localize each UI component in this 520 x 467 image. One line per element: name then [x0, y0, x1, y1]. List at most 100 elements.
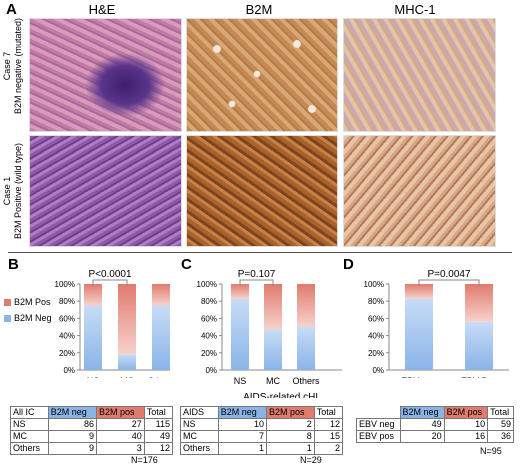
- chart-b-bar-group: [84, 284, 102, 370]
- column-header-mhc1: MHC-1: [394, 2, 436, 17]
- legend-neg-label: B2M Neg: [14, 313, 52, 323]
- table-b-row: MC 9 40 49: [10, 430, 174, 443]
- chart-c-ytick-label: 100%: [197, 280, 217, 289]
- table-c-cell: MC: [180, 430, 219, 443]
- table-d-header-cell: [356, 406, 401, 419]
- table-c-header-cell: B2M pos: [265, 406, 315, 419]
- chart-b-category-label: NS: [87, 376, 100, 378]
- table-b-cell: 49: [143, 430, 174, 443]
- chart-b-ytick-label: 20%: [59, 349, 75, 358]
- table-c-cell: NS: [180, 418, 219, 431]
- table-c-cell: 15: [313, 430, 344, 443]
- table-b-cell: Others: [10, 442, 49, 455]
- chart-c-bar-group: [264, 284, 282, 370]
- table-c-row: MC 7 8 15: [180, 430, 344, 443]
- table-c-cell: Others: [180, 442, 219, 455]
- chart-c-category-label: Others: [292, 376, 320, 386]
- table-b-cell: NS: [10, 418, 49, 431]
- table-c-row: Others 1 1 2: [180, 442, 344, 455]
- table-d-cell: 10: [443, 418, 489, 431]
- chart-b-ytick-label: 0%: [63, 366, 75, 375]
- chart-d-ytick-label: 20%: [368, 349, 384, 358]
- micrograph-case7-he: [29, 18, 182, 132]
- chart-c-bar-neg: [297, 327, 315, 370]
- chart-c-ytick-label: 80%: [201, 297, 217, 306]
- chart-c: 0% 20% 40% 60% 80% 100% NS MC Others P=0.107 AIDS-…: [197, 269, 342, 398]
- table-b-cell: MC: [10, 430, 49, 443]
- table-c-n: N=29: [300, 455, 322, 465]
- chart-b-pvalue-bracket: [92, 279, 128, 286]
- table-d-cell: EBV neg: [356, 418, 401, 431]
- chart-d-bar-neg: [405, 298, 433, 370]
- column-header-b2m: B2M: [245, 2, 273, 17]
- chart-c-bar-pos: [264, 284, 282, 330]
- table-b-cell: 115: [143, 418, 174, 431]
- table-d-header-cell: B2M neg: [399, 406, 445, 419]
- table-c: AIDS B2M neg B2M pos Total NS 10 2 12 MC 7 8 15 Othe…: [180, 406, 344, 455]
- table-c-cell: 10: [217, 418, 267, 431]
- chart-c-pvalue: P=0.107: [238, 269, 276, 280]
- table-c-header-cell: AIDS: [180, 406, 219, 419]
- row-label-case1-line1: Case 1: [2, 176, 12, 206]
- table-d: B2M neg B2M pos Total EBV neg 49 10 59 EBV pos 2…: [356, 406, 514, 443]
- table-d-n: N=95: [480, 446, 502, 456]
- table-b-cell: 9: [47, 442, 97, 455]
- table-d-cell: 16: [443, 430, 489, 443]
- table-b-cell: 12: [143, 442, 174, 455]
- table-c-cell: 2: [265, 418, 315, 431]
- chart-b-bar-neg: [118, 354, 136, 370]
- micrograph-case1-he: [29, 135, 182, 247]
- chart-c-title: AIDS-related cHL: [243, 392, 321, 398]
- chart-d-pvalue: P=0.0047: [427, 269, 471, 280]
- table-d-header-cell: B2M pos: [443, 406, 489, 419]
- chart-b: 0% 20% 40% 60% 80% 100% NS MC Others P<0.0001: [55, 269, 175, 378]
- table-c-header-cell: Total: [313, 406, 344, 419]
- legend-neg-swatch: [4, 315, 11, 323]
- legend-pos: B2M Pos: [4, 297, 51, 307]
- table-c-header-row: AIDS B2M neg B2M pos Total: [180, 406, 344, 419]
- table-c-cell: 7: [217, 430, 267, 443]
- chart-b-bar-pos: [84, 284, 102, 306]
- chart-d-ytick-label: 40%: [368, 332, 384, 341]
- table-b-cell: 86: [47, 418, 97, 431]
- table-d-header-row: B2M neg B2M pos Total: [356, 406, 514, 419]
- chart-d-ytick-label: 80%: [368, 297, 384, 306]
- table-d-header-cell: Total: [487, 406, 514, 419]
- table-b-row: NS 86 27 115: [10, 418, 174, 431]
- row-label-case7: Case 7 B2M negative (mutated): [2, 6, 24, 126]
- chart-c-ytick-label: 0%: [205, 366, 217, 375]
- chart-b-category-label: Others: [147, 376, 175, 378]
- table-b-header-row: All IC B2M neg B2M pos Total: [10, 406, 174, 419]
- table-d-row: EBV neg 49 10 59: [356, 418, 514, 431]
- chart-b-ytick-label: 100%: [55, 280, 75, 289]
- table-b-header-cell: Total: [143, 406, 174, 419]
- table-d-cell: 36: [487, 430, 514, 443]
- table-c-cell: 1: [265, 442, 315, 455]
- chart-b-bar-neg: [84, 305, 102, 370]
- chart-c-bar-neg: [231, 298, 249, 370]
- table-b-n: N=176: [131, 455, 158, 465]
- chart-d-category-label: EBV Pos: [461, 376, 498, 378]
- chart-b-bar-group: [118, 284, 136, 370]
- table-c-row: NS 10 2 12: [180, 418, 344, 431]
- table-b-header-cell: All IC: [10, 406, 49, 419]
- chart-c-bar-neg: [264, 329, 282, 370]
- legend-neg: B2M Neg: [4, 313, 52, 323]
- chart-b-ytick-label: 40%: [59, 332, 75, 341]
- table-d-cell: 20: [399, 430, 445, 443]
- chart-d-ytick-label: 0%: [372, 366, 384, 375]
- table-b: All IC B2M neg B2M pos Total NS 86 27 115 MC 9 40 4…: [10, 406, 174, 455]
- chart-d-bar-pos: [465, 284, 493, 322]
- panel-d-label: D: [343, 256, 354, 273]
- chart-b-bar-pos: [118, 284, 136, 355]
- chart-b-pvalue: P<0.0001: [88, 269, 132, 280]
- chart-b-category-label: MC: [120, 376, 134, 378]
- table-b-cell: 9: [47, 430, 97, 443]
- chart-c-pvalue-bracket: [239, 279, 274, 286]
- table-c-cell: 8: [265, 430, 315, 443]
- micrograph-case1-b2m: [186, 135, 338, 247]
- chart-d-category-label: EBV neg: [401, 376, 437, 378]
- chart-c-bar-pos: [297, 284, 315, 327]
- chart-b-bar-group: [152, 284, 170, 370]
- micrograph-case1-mhc1: [343, 135, 496, 247]
